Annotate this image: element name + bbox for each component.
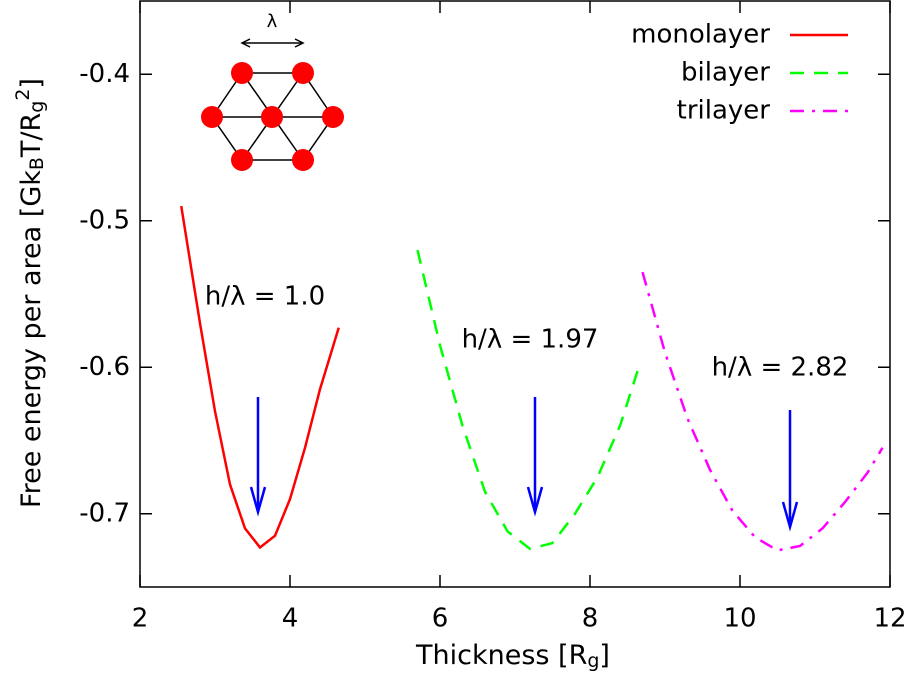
annotation: h/λ = 2.82	[712, 353, 849, 383]
label-text: ]	[16, 78, 47, 89]
label-text: T/R	[16, 113, 47, 158]
label-text: Thickness [R	[415, 640, 587, 671]
legend-label: trilayer	[677, 96, 771, 126]
x-tick-label: 2	[132, 604, 149, 634]
subscript: B	[26, 157, 48, 170]
y-tick-label: -0.6	[79, 352, 130, 382]
subscript: g	[26, 101, 48, 113]
superscript: 2	[12, 89, 34, 101]
x-tick-label: 12	[873, 604, 906, 634]
y-tick-label: -0.7	[79, 498, 130, 528]
plot-frame	[139, 0, 891, 588]
x-tick-label: 8	[582, 604, 599, 634]
inset-label: λ	[267, 11, 278, 32]
y-axis-label: Free energy per area [GkBT/Rg2]	[12, 78, 48, 508]
y-tick-label: -0.5	[79, 205, 130, 235]
series-line	[641, 271, 884, 552]
legend-label: monolayer	[631, 20, 770, 50]
x-axis-label: Thickness [Rg]	[415, 640, 610, 673]
annotation: h/λ = 1.97	[462, 325, 599, 355]
x-tick-label: 6	[432, 604, 449, 634]
series-line	[416, 249, 640, 551]
series-line	[180, 205, 340, 550]
label-text: Free energy per area [Gk	[16, 170, 47, 508]
legend-label: bilayer	[681, 58, 770, 88]
inset-diagram	[201, 38, 344, 171]
y-tick-label: -0.4	[79, 59, 130, 89]
label-text: ]	[599, 640, 610, 671]
x-tick-label: 4	[282, 604, 299, 634]
subscript: g	[587, 650, 599, 672]
x-tick-label: 10	[723, 604, 756, 634]
arrows	[249, 397, 799, 532]
annotation: h/λ = 1.0	[205, 282, 325, 312]
